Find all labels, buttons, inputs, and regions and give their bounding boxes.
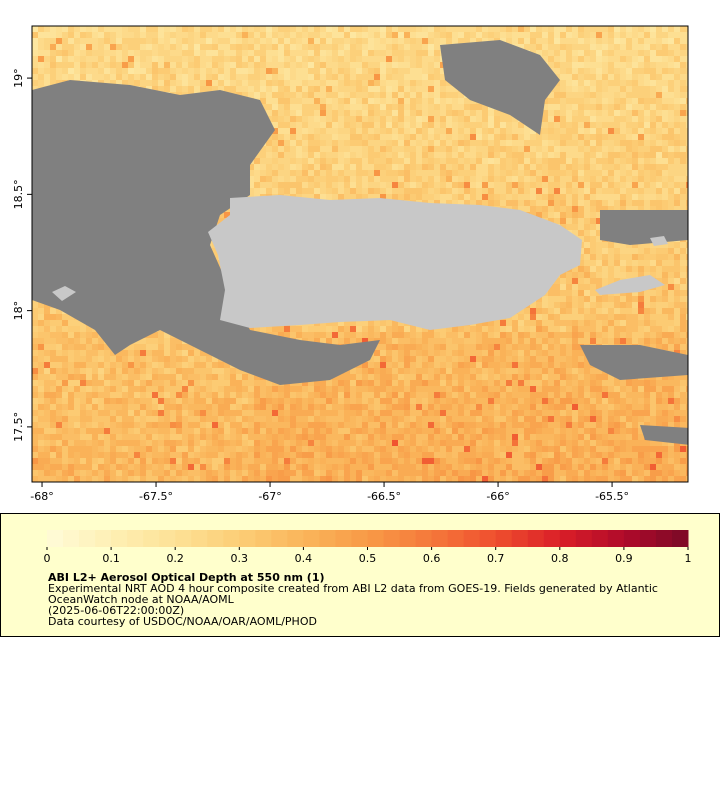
x-tick-label: -67.5° — [139, 490, 173, 503]
colorbar-tick-label: 0.8 — [551, 552, 569, 565]
colorbar-step — [255, 530, 272, 547]
y-tick-label: 18° — [12, 301, 25, 321]
x-tick-label: -68° — [30, 490, 53, 503]
no-data-area — [580, 345, 688, 380]
colorbar-step — [303, 530, 320, 547]
colorbar-tick-label: 0.2 — [166, 552, 184, 565]
colorbar-step — [239, 530, 256, 547]
aod-cells — [32, 32, 688, 482]
aod-cells — [392, 440, 398, 446]
x-tick-label: -67° — [258, 490, 281, 503]
land — [52, 286, 76, 301]
aod-cells — [32, 26, 674, 74]
x-tick-label: -65.5° — [595, 490, 629, 503]
colorbar-step — [223, 530, 240, 547]
colorbar-tick-label: 0.1 — [102, 552, 120, 565]
legend-line: (2025-06-06T22:00:00Z) — [48, 604, 184, 617]
colorbar-step — [591, 530, 609, 547]
colorbar-step — [79, 530, 96, 547]
axes: -68° -67.5° -67° -66.5° -66° -65.5° 17.5° 18° 18… — [12, 68, 629, 503]
y-tick-label: 17.5° — [12, 412, 25, 442]
colorbar-step — [111, 530, 128, 547]
no-data-area — [440, 40, 560, 135]
aod-cells — [32, 32, 688, 482]
colorbar-step — [271, 530, 288, 547]
colorbar-step — [191, 530, 208, 547]
colorbar-step — [127, 530, 144, 547]
x-tick-label: -66.5° — [367, 490, 401, 503]
colorbar-step — [287, 530, 304, 547]
colorbar-step — [639, 530, 657, 547]
legend-line: Experimental NRT AOD 4 hour composite cr… — [48, 582, 658, 595]
land — [595, 275, 665, 295]
colorbar-step — [543, 530, 561, 547]
colorbar-step — [607, 530, 625, 547]
colorbar-tick-label: 0.9 — [615, 552, 633, 565]
colorbar-tick-label: 0.6 — [423, 552, 441, 565]
colorbar-step — [175, 530, 192, 547]
colorbar-step — [527, 530, 545, 547]
colorbar-step — [575, 530, 593, 547]
x-tick-label: -66° — [486, 490, 509, 503]
aod-cells — [32, 26, 688, 164]
colorbar-tick-label: 0 — [44, 552, 51, 565]
plot-frame — [31, 25, 689, 483]
colorbar-tick-label: 1 — [685, 552, 692, 565]
colorbar-step — [159, 530, 176, 547]
land — [650, 236, 668, 246]
colorbar-step — [511, 530, 529, 547]
colorbar-step — [47, 530, 64, 547]
colorbar-step — [351, 530, 368, 547]
colorbar-step — [383, 530, 401, 547]
colorbar-step — [319, 530, 336, 547]
colorbar-step — [495, 530, 513, 547]
aod-cells — [32, 110, 688, 482]
colorbar-tick-label: 0.5 — [359, 552, 377, 565]
colorbar-step — [95, 530, 112, 547]
masks — [32, 40, 688, 445]
colorbar-step — [559, 530, 577, 547]
colorbar-step — [655, 530, 673, 547]
legend-line: Data courtesy of USDOC/NOAA/OAR/AOML/PHO… — [48, 615, 317, 628]
aod-cells — [32, 26, 688, 320]
colorbar-step — [143, 530, 160, 547]
colorbar-tick-label: 0.7 — [487, 552, 505, 565]
colorbar-step — [447, 530, 465, 547]
colorbar: 0 0.1 0.2 0.3 0.4 0.5 0.6 0.7 0.8 0.9 1 — [44, 530, 692, 565]
colorbar-step — [431, 530, 449, 547]
colorbar-step — [367, 530, 385, 547]
colorbar-step — [335, 530, 352, 547]
colorbar-step — [415, 530, 433, 547]
colorbar-step — [463, 530, 481, 547]
colorbar-step — [399, 530, 417, 547]
colorbar-step — [479, 530, 497, 547]
colorbar-step — [63, 530, 80, 547]
colorbar-step — [207, 530, 224, 547]
colorbar-tick-label: 0.3 — [231, 552, 249, 565]
no-data-area — [32, 80, 380, 385]
legend-line: OceanWatch node at NOAA/AOML — [48, 593, 235, 606]
y-tick-label: 18.5° — [12, 179, 25, 209]
legend-title: ABI L2+ Aerosol Optical Depth at 550 nm … — [48, 571, 325, 584]
land — [208, 195, 582, 330]
colorbar-step — [623, 530, 641, 547]
no-data-area — [600, 210, 688, 245]
colorbar-tick-label: 0.4 — [295, 552, 313, 565]
no-data-area — [640, 425, 688, 445]
y-tick-label: 19° — [12, 68, 25, 88]
colorbar-step — [671, 530, 689, 547]
